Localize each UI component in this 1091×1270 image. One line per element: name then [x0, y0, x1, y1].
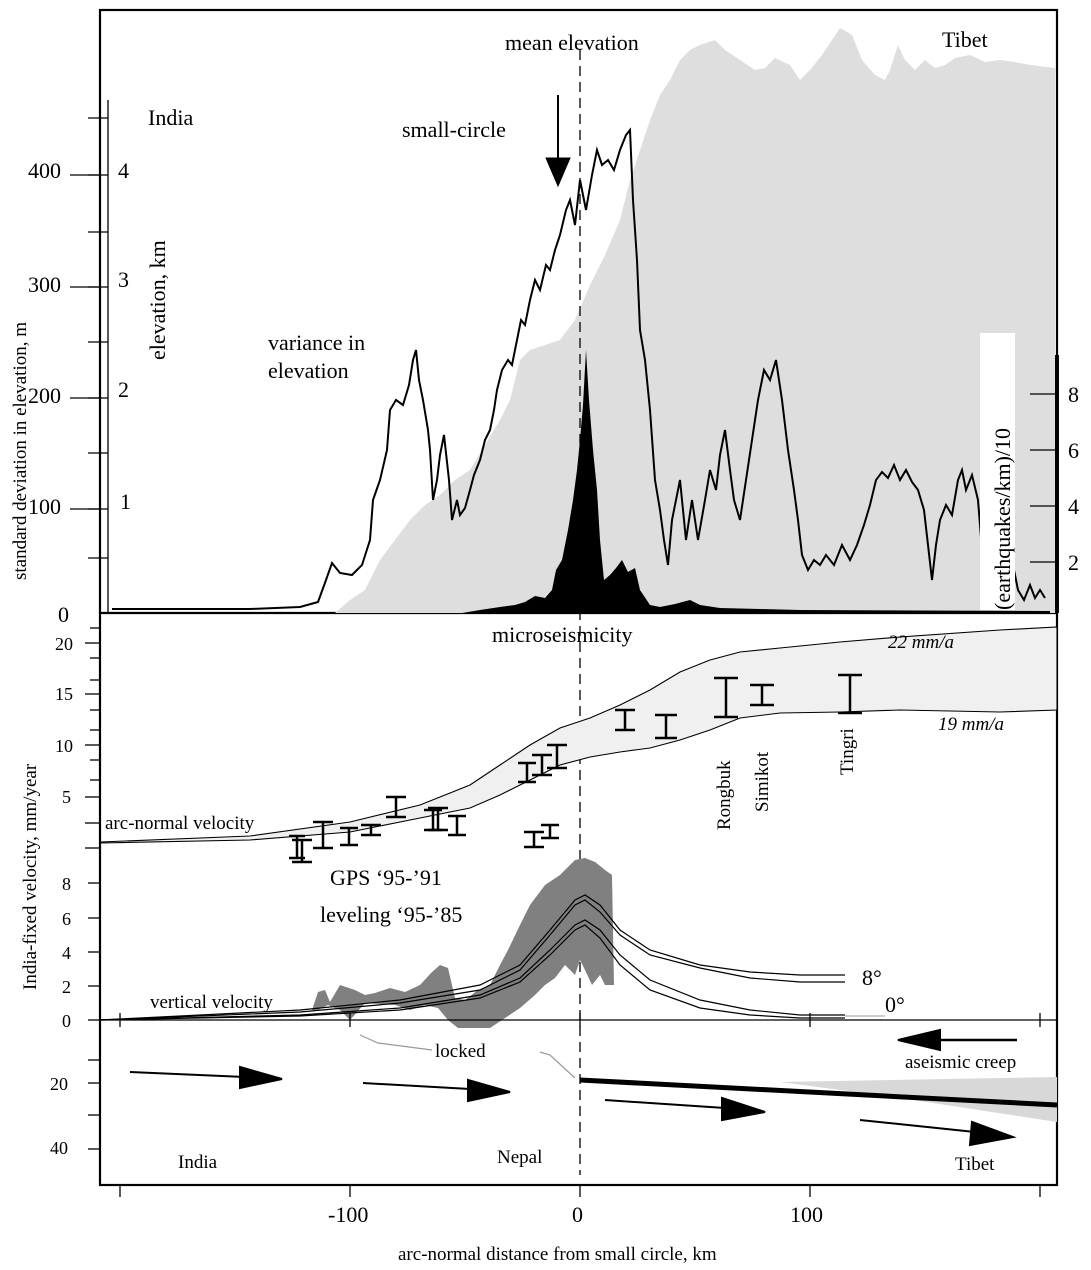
simikot-label: Simikot: [752, 751, 773, 812]
error-bar-18: [750, 683, 774, 707]
error-bar-2: [292, 838, 312, 864]
variance-label-line1: variance in: [268, 330, 365, 355]
india-top-label: India: [148, 105, 193, 130]
variance-elevation-line: [112, 127, 1046, 610]
gps-label: GPS ‘95-’91: [330, 865, 442, 890]
vvel-tick-2: 2: [62, 977, 71, 997]
tibet-bottom-label: Tibet: [955, 1154, 995, 1175]
vertical-velocity-ticks: [88, 882, 100, 1021]
std-dev-axis-title: standard deviation in elevation, m: [10, 322, 31, 580]
elev-tick-1: 1: [120, 489, 131, 514]
std-tick-0: 0: [58, 602, 69, 627]
separator-ticks: [119, 1013, 1041, 1027]
vvel-tick-0: 0: [62, 1011, 71, 1031]
arrow-india-1: [129, 1065, 283, 1090]
hvel-tick-10: 10: [55, 736, 73, 756]
arrow-creep: [897, 1028, 1017, 1052]
horizontal-velocity-ticks: [85, 627, 100, 849]
aseismic-creep-label: aseismic creep: [905, 1052, 1016, 1073]
eq-tick-8: 8: [1068, 382, 1079, 407]
elevation-axis-ticks: [88, 117, 108, 559]
arc-normal-velocity-band: [99, 626, 1058, 844]
depth-axis-ticks: [88, 1059, 100, 1150]
elev-tick-4: 4: [118, 158, 129, 183]
leveling-label: leveling ‘95-’85: [320, 902, 462, 927]
std-tick-400: 400: [28, 158, 61, 183]
depth-tick-20: 20: [50, 1074, 68, 1094]
error-bar-11: [524, 830, 544, 849]
dip-8-label: 8°: [862, 965, 882, 990]
vertical-velocity-label: vertical velocity: [150, 992, 273, 1013]
arrow-india-2: [362, 1078, 511, 1103]
microseismicity-area: [462, 350, 1050, 613]
x-tick-100: 100: [790, 1202, 823, 1227]
rongbuk-label: Rongbuk: [714, 760, 735, 830]
x-tick-neg100: -100: [328, 1202, 368, 1227]
error-bar-14: [547, 743, 567, 770]
depth-tick-40: 40: [50, 1138, 68, 1158]
elev-tick-2: 2: [118, 377, 129, 402]
error-bar-17: [714, 676, 738, 719]
error-bar-3: [313, 820, 333, 850]
earthquake-axis-label-bg: [980, 333, 1015, 610]
rate-22-label: 22 mm/a: [888, 632, 954, 653]
hvel-tick-20: 20: [55, 634, 73, 654]
std-tick-100: 100: [28, 494, 61, 519]
x-axis-title: arc-normal distance from small circle, k…: [398, 1244, 717, 1265]
error-bar-5: [361, 823, 381, 837]
std-tick-300: 300: [28, 272, 61, 297]
locked-label: locked: [435, 1041, 486, 1062]
dip-0-label: 0°: [885, 992, 905, 1017]
mean-elevation-label: mean elevation: [505, 30, 639, 55]
error-bar-19: [838, 673, 862, 715]
motion-arrows: [129, 1028, 1017, 1147]
error-bar-8: [428, 806, 448, 832]
vertical-velocity-curves: [99, 894, 845, 1021]
elevation-axis-title: elevation, km: [145, 240, 170, 360]
error-bar-9: [448, 814, 466, 837]
microseismicity-label: microseismicity: [492, 622, 633, 647]
small-circle-arrow-head: [545, 157, 571, 188]
nepal-label: Nepal: [497, 1147, 542, 1168]
std-tick-200: 200: [28, 383, 61, 408]
hvel-tick-5: 5: [62, 787, 71, 807]
error-bar-13: [532, 753, 552, 777]
variance-label-line2: elevation: [268, 358, 349, 383]
error-bar-16: [655, 713, 677, 740]
eq-tick-4: 4: [1068, 494, 1079, 519]
small-circle-label: small-circle: [402, 117, 506, 142]
error-bar-15: [615, 708, 635, 732]
earthquake-axis-ticks: [1030, 393, 1057, 563]
error-bar-10: [518, 761, 536, 784]
hvel-tick-15: 15: [55, 684, 73, 704]
tingri-label: Tingri: [837, 728, 858, 775]
arc-normal-velocity-label: arc-normal velocity: [105, 813, 255, 834]
vvel-tick-6: 6: [62, 909, 71, 929]
eq-tick-6: 6: [1068, 438, 1079, 463]
leveling-data-area: [312, 858, 614, 1028]
gps-error-bars: [289, 673, 862, 864]
velocity-axis-title: India-fixed velocity, mm/year: [20, 763, 41, 990]
mean-elevation-area: [335, 28, 1055, 613]
tibet-top-label: Tibet: [942, 27, 988, 52]
vvel-tick-4: 4: [62, 943, 71, 963]
error-bar-12: [541, 823, 559, 840]
error-bar-6: [386, 795, 406, 819]
decollement-line: [579, 1077, 1058, 1108]
arrow-nepal: [604, 1096, 766, 1122]
vvel-tick-8: 8: [62, 874, 71, 894]
elev-tick-3: 3: [118, 267, 129, 292]
arrow-tibet: [859, 1119, 1017, 1147]
x-tick-0: 0: [572, 1202, 583, 1227]
error-bar-4: [340, 826, 358, 847]
india-bottom-label: India: [178, 1152, 218, 1173]
x-axis-ticks: [119, 1185, 1041, 1197]
locked-zone-line-2: [539, 1051, 576, 1079]
earthquake-axis-title: (earthquakes/km)/10: [990, 428, 1015, 610]
eq-tick-2: 2: [1068, 550, 1079, 575]
rate-19-label: 19 mm/a: [938, 714, 1004, 735]
locked-zone-line: [359, 1034, 433, 1051]
